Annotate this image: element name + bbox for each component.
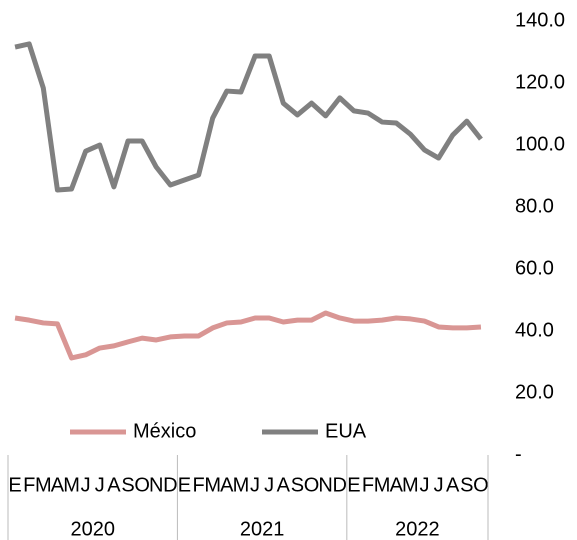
x-tick-label: F [192, 474, 204, 496]
x-tick-label: M [204, 474, 221, 496]
x-tick-label: M [63, 474, 80, 496]
legend-label: EUA [325, 420, 367, 442]
x-tick-label: J [95, 474, 105, 496]
y-tick-label: 80.0 [515, 195, 554, 217]
x-tick-label: J [81, 474, 91, 496]
x-tick-label: M [374, 474, 391, 496]
y-tick-label: 100.0 [515, 133, 565, 155]
group-label: 2022 [395, 518, 440, 540]
x-tick-label: A [446, 474, 460, 496]
x-tick-label: D [333, 474, 347, 496]
x-tick-label: M [402, 474, 419, 496]
x-tick-label: D [163, 474, 177, 496]
group-label: 2020 [70, 518, 115, 540]
x-tick-label: J [419, 474, 429, 496]
x-tick-label: O [134, 474, 150, 496]
x-tick-label: O [473, 474, 489, 496]
x-tick-label: A [107, 474, 121, 496]
x-tick-label: M [35, 474, 52, 496]
line-series [14, 41, 483, 193]
x-tick-label: F [362, 474, 374, 496]
x-tick-label: S [291, 474, 304, 496]
x-tick-label: S [460, 474, 473, 496]
x-tick-label: S [121, 474, 134, 496]
y-tick-label: - [515, 443, 522, 465]
y-tick-label: 40.0 [515, 319, 554, 341]
x-tick-label: A [277, 474, 291, 496]
x-tick-label: A [220, 474, 234, 496]
x-tick-label: O [304, 474, 320, 496]
x-tick-label: E [178, 474, 191, 496]
group-label: 2021 [240, 518, 285, 540]
y-tick-label: 60.0 [515, 257, 554, 279]
y-tick-label: 120.0 [515, 71, 565, 93]
x-tick-label: M [233, 474, 250, 496]
y-tick-label: 20.0 [515, 381, 554, 403]
x-tick-label: N [318, 474, 332, 496]
x-tick-label: A [51, 474, 65, 496]
line-series [14, 310, 482, 361]
x-tick-label: A [390, 474, 404, 496]
x-tick-label: E [347, 474, 360, 496]
x-tick-label: N [149, 474, 163, 496]
x-tick-label: J [250, 474, 260, 496]
legend-label: México [133, 420, 196, 442]
y-tick-label: 140.0 [515, 9, 565, 31]
x-tick-label: J [434, 474, 444, 496]
x-tick-label: F [23, 474, 35, 496]
x-tick-label: E [8, 474, 21, 496]
x-tick-label: J [264, 474, 274, 496]
